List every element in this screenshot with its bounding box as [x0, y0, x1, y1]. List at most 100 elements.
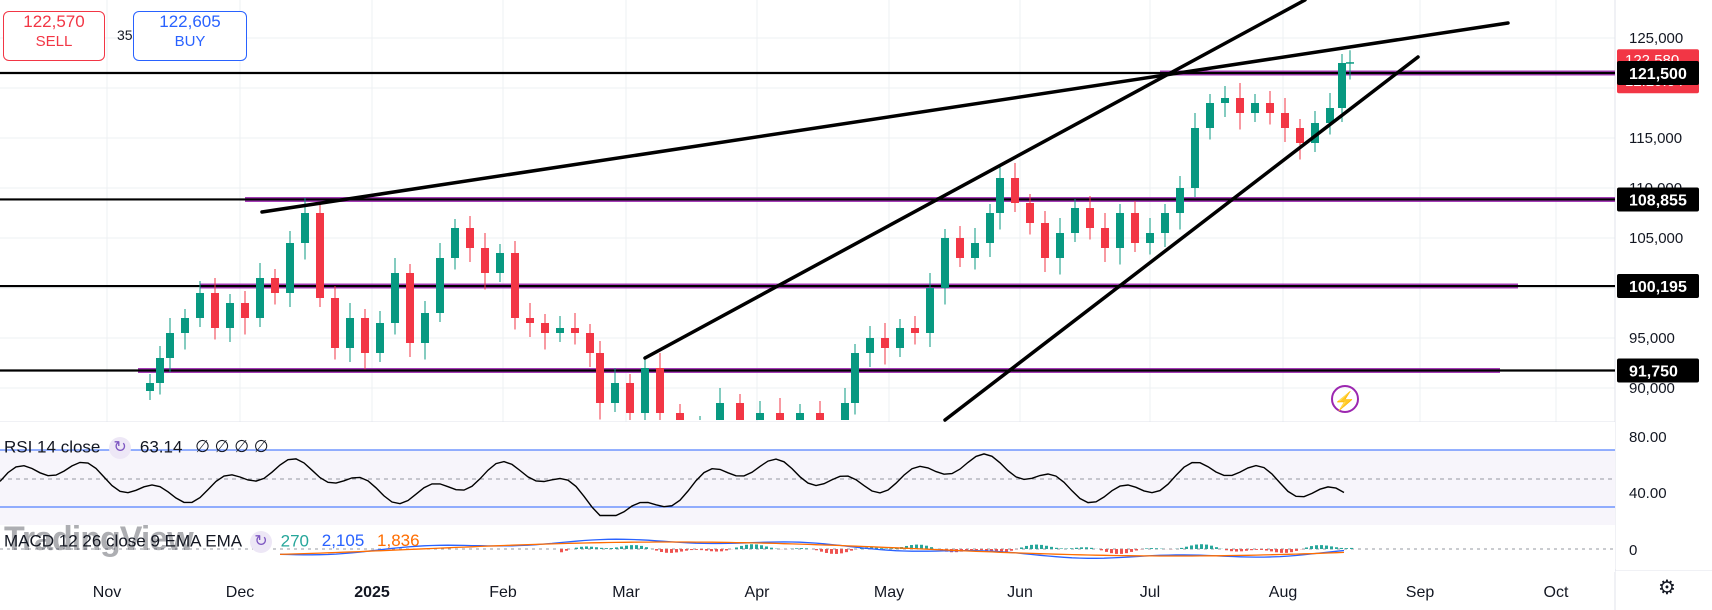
macd-histogram-bar	[1270, 549, 1273, 552]
candle-body	[346, 318, 354, 348]
macd-histogram-bar	[840, 549, 843, 554]
candle-body	[271, 278, 279, 293]
macd-histogram-bar	[1020, 547, 1023, 549]
macd-histogram-bar	[980, 549, 983, 551]
candle-body	[571, 328, 579, 333]
macd-histogram-bar	[800, 548, 803, 549]
time-tick-label: Aug	[1269, 584, 1297, 601]
level-price-tag	[1617, 187, 1699, 212]
macd-histogram-bar	[1085, 547, 1088, 549]
macd-histogram-bar	[1130, 549, 1133, 552]
candle-body	[1206, 103, 1214, 128]
macd-histogram-bar	[745, 544, 748, 549]
macd-histogram-bar	[1330, 546, 1333, 549]
macd-histogram-bar	[930, 547, 933, 549]
macd-histogram-bar	[1240, 549, 1243, 552]
candle-body	[256, 278, 264, 318]
macd-histogram-bar	[1235, 549, 1238, 552]
level-price-tag	[1617, 274, 1699, 299]
macd-histogram-bar	[1250, 549, 1253, 551]
candle-body	[926, 288, 934, 333]
macd-histogram-bar	[660, 549, 663, 552]
macd-histogram-bar	[720, 549, 723, 552]
macd-histogram-bar	[1010, 549, 1013, 551]
macd-histogram-bar	[580, 546, 583, 549]
macd-histogram-bar	[1205, 544, 1208, 549]
macd-histogram-bar	[1180, 547, 1183, 549]
macd-histogram-bar	[1115, 549, 1118, 554]
macd-histogram-bar	[725, 549, 728, 551]
candle-body	[841, 403, 849, 420]
buy-button[interactable]: 122,605 BUY	[133, 11, 247, 61]
candle-body	[361, 318, 369, 353]
macd-histogram-bar	[1075, 547, 1078, 549]
candle-body	[406, 273, 414, 343]
macd-hist-value: 270	[280, 531, 309, 551]
macd-histogram-bar	[710, 549, 713, 552]
macd-histogram-bar	[910, 545, 913, 549]
tradingview-watermark: TradingView	[4, 520, 194, 558]
macd-histogram-bar	[575, 547, 578, 549]
macd-legend[interactable]: MACD 12 26 close 9 EMA EMA ↻ 270 2,105 1…	[4, 531, 420, 553]
candle-body	[1236, 98, 1244, 113]
macd-histogram-bar	[915, 544, 918, 549]
macd-histogram-bar	[795, 548, 798, 549]
candle-body	[1056, 233, 1064, 258]
macd-histogram-bar	[1050, 546, 1053, 549]
candle-body	[451, 228, 459, 258]
macd-histogram-bar	[750, 544, 753, 549]
candle-body	[1161, 213, 1169, 233]
macd-histogram-bar	[835, 549, 838, 554]
macd-histogram-bar	[1120, 549, 1123, 554]
macd-histogram-bar	[1025, 545, 1028, 549]
candle-body	[756, 413, 764, 420]
macd-histogram-bar	[1310, 546, 1313, 549]
macd-histogram-bar	[1035, 544, 1038, 549]
candle-body	[1251, 103, 1259, 113]
candle-body	[1101, 228, 1109, 248]
time-tick-label: Mar	[612, 584, 640, 601]
macd-histogram-bar	[1100, 549, 1103, 551]
candle-body	[851, 353, 859, 403]
macd-line	[279, 538, 1345, 559]
macd-histogram-bar	[985, 549, 988, 551]
macd-histogram-bar	[735, 547, 738, 549]
candle-body	[1311, 123, 1319, 143]
sell-button[interactable]: 122,570 SELL	[3, 11, 105, 61]
macd-histogram-bar	[1090, 547, 1093, 549]
macd-histogram-bar	[740, 545, 743, 549]
macd-histogram-bar	[1280, 549, 1283, 553]
candle-body	[1221, 98, 1229, 103]
rsi-legend[interactable]: RSI 14 close ↻ 63.14 ∅ ∅ ∅ ∅	[4, 437, 269, 459]
macd-histogram-bar	[875, 547, 878, 549]
flash-icon[interactable]: ⚡	[1331, 385, 1359, 413]
macd-histogram-bar	[895, 547, 898, 549]
candle-body	[166, 333, 174, 358]
macd-histogram-bar	[565, 549, 568, 551]
macd-signal-value: 1,836	[377, 531, 420, 551]
candle-body	[286, 243, 294, 293]
indicator-icon[interactable]: ↻	[109, 437, 132, 459]
settings-icon[interactable]: ⚙	[1658, 577, 1676, 599]
time-tick-label: Oct	[1544, 584, 1569, 601]
candle-body	[1116, 213, 1124, 248]
macd-histogram-bar	[1230, 549, 1233, 552]
candle-body	[181, 318, 189, 333]
macd-histogram-bar	[1080, 547, 1083, 549]
macd-histogram-bar	[630, 545, 633, 549]
candle-body	[1326, 108, 1334, 123]
candle-body	[866, 338, 874, 353]
candle-body	[676, 413, 684, 420]
trend-lines	[260, 0, 1510, 422]
macd-histogram-bar	[690, 549, 693, 551]
macd-histogram-bar	[705, 549, 708, 551]
macd-tick-label: 0	[1629, 542, 1637, 559]
candle-body	[1346, 62, 1354, 64]
indicator-icon[interactable]: ↻	[249, 531, 272, 553]
sell-price: 122,570	[23, 12, 85, 31]
macd-histogram-bar	[1265, 549, 1268, 551]
macd-histogram-bar	[1030, 544, 1033, 549]
macd-histogram-bar	[1105, 549, 1108, 552]
rsi-tick-label: 80.00	[1629, 429, 1667, 446]
